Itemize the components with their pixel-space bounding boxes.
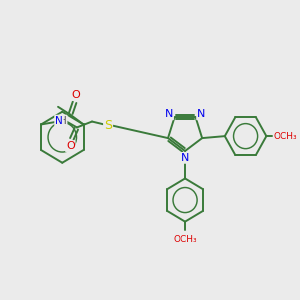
Text: S: S [104, 119, 112, 132]
Text: N: N [197, 109, 206, 119]
Text: O: O [66, 141, 75, 151]
Text: N: N [181, 153, 189, 163]
Text: OCH₃: OCH₃ [173, 235, 197, 244]
Text: N: N [55, 116, 63, 126]
Text: O: O [72, 90, 80, 100]
Text: H: H [59, 116, 67, 126]
Text: OCH₃: OCH₃ [273, 132, 297, 141]
Text: N: N [165, 109, 173, 119]
